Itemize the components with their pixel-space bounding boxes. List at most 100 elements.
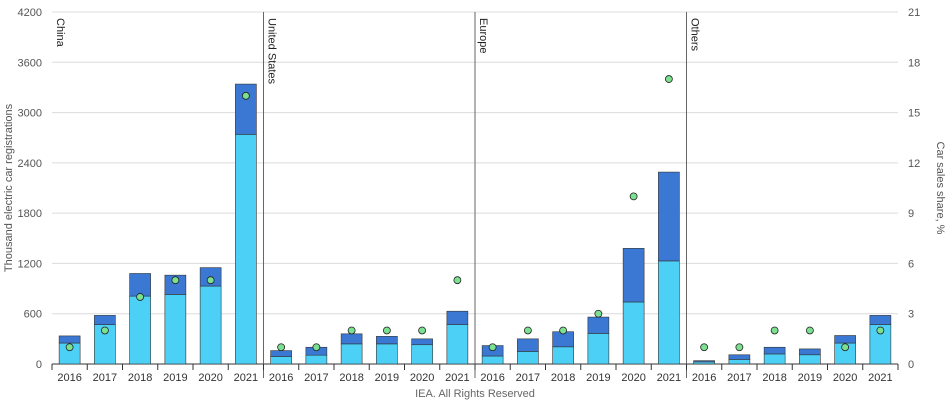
x-tick-label: 2016 (480, 372, 504, 384)
x-tick-label: 2016 (692, 372, 716, 384)
sales-share-marker (805, 326, 814, 335)
x-tick-label: 2017 (727, 372, 751, 384)
x-tick-label: 2021 (868, 372, 892, 384)
bar-segment-upper (235, 83, 257, 135)
bar-segment-upper (693, 360, 715, 363)
x-tick-label: 2018 (339, 372, 363, 384)
bar-segment-lower (658, 260, 680, 365)
x-tick-label: 2019 (163, 372, 187, 384)
y2-tick-label: 6 (908, 258, 914, 270)
region-label: Europe (477, 18, 489, 53)
bar-segment-lower (376, 343, 398, 365)
x-tick-label: 2021 (657, 372, 681, 384)
x-tick-label: 2016 (57, 372, 81, 384)
x-tick-label: 2019 (798, 372, 822, 384)
x-tick-label: 2016 (269, 372, 293, 384)
sales-share-marker (629, 192, 638, 201)
bar-segment-upper (622, 248, 645, 303)
sales-share-marker (65, 343, 74, 352)
bar-segment-upper (869, 315, 892, 325)
x-tick-label: 2020 (833, 372, 857, 384)
y-tick-label: 3600 (18, 57, 42, 69)
x-tick-label: 2020 (198, 372, 222, 384)
bar-segment-upper (763, 346, 786, 355)
x-tick-label: 2021 (234, 372, 258, 384)
sales-share-marker (770, 326, 779, 335)
y2-tick-label: 9 (908, 208, 914, 220)
bar-segment-lower (411, 344, 433, 365)
sales-share-marker (488, 343, 497, 352)
x-tick-label: 2018 (128, 372, 152, 384)
y-tick-label: 1800 (18, 208, 42, 220)
sales-share-marker (100, 326, 109, 335)
bar-segment-lower (799, 354, 821, 365)
bar-segment-lower (728, 359, 751, 365)
bar-segment-lower (622, 301, 645, 365)
bar-segment-lower (305, 354, 328, 365)
y2-axis-title: Car sales share, % (934, 142, 946, 235)
bar-segment-upper (94, 315, 116, 325)
bar-segment-upper (270, 350, 292, 357)
bar-segment-lower (199, 285, 222, 365)
bar-segment-upper (446, 310, 469, 325)
bar-segment-upper (658, 171, 680, 262)
y2-tick-label: 15 (908, 108, 920, 120)
sales-share-marker (241, 91, 250, 100)
bar-segment-upper (799, 348, 821, 356)
y2-tick-label: 21 (908, 7, 920, 19)
x-tick-label: 2019 (375, 372, 399, 384)
bar-segment-upper (411, 338, 433, 346)
sales-share-marker (136, 293, 145, 301)
sales-share-marker (171, 276, 180, 285)
y2-tick-label: 0 (908, 359, 914, 371)
y-axis-title: Thousand electric car registrations (3, 103, 15, 272)
x-tick-label: 2017 (93, 372, 117, 384)
credit-text: IEA. All Rights Reserved (415, 388, 535, 400)
bar-segment-upper (728, 354, 751, 360)
y-tick-label: 4200 (18, 7, 42, 19)
sales-share-marker (382, 326, 391, 335)
region-label: China (54, 18, 66, 48)
bar-segment-upper (834, 335, 856, 344)
y2-tick-label: 3 (908, 309, 914, 321)
bar-segment-upper (376, 336, 398, 345)
x-tick-label: 2019 (586, 372, 610, 384)
sales-share-marker (277, 343, 286, 352)
bar-segment-lower (763, 353, 786, 365)
bar-segment-lower (481, 355, 504, 365)
sales-share-marker (453, 276, 462, 285)
x-tick-label: 2020 (621, 372, 645, 384)
region-label: Others (689, 18, 701, 52)
x-tick-label: 2020 (410, 372, 434, 384)
bar-segment-upper (340, 333, 363, 345)
y-tick-label: 0 (36, 359, 42, 371)
y-tick-label: 600 (24, 309, 42, 321)
bar-segment-upper (517, 338, 539, 352)
sales-share-marker (876, 326, 885, 335)
bar-segment-lower (129, 295, 151, 365)
sales-share-marker (347, 326, 356, 335)
bar-segment-lower (446, 324, 469, 365)
sales-share-marker (700, 343, 709, 352)
bar-segment-lower (552, 346, 574, 365)
bar-segment-upper (587, 316, 610, 334)
sales-share-marker (664, 75, 673, 83)
y-tick-label: 1200 (18, 258, 42, 270)
bar-segment-upper (164, 274, 187, 295)
x-tick-label: 2021 (445, 372, 469, 384)
x-tick-label: 2017 (304, 372, 328, 384)
x-tick-label: 2018 (551, 372, 575, 384)
x-tick-label: 2017 (516, 372, 540, 384)
bar-segment-lower (164, 294, 187, 365)
sales-share-marker (312, 343, 321, 352)
bar-segment-lower (340, 343, 363, 365)
bar-segment-lower (270, 356, 292, 365)
y2-tick-label: 18 (908, 57, 920, 69)
bar-segment-upper (129, 273, 151, 297)
x-tick-label: 2018 (762, 372, 786, 384)
sales-share-marker (206, 276, 215, 285)
region-label: United States (266, 18, 278, 85)
bar-segment-lower (693, 361, 715, 365)
sales-share-marker (523, 326, 532, 335)
